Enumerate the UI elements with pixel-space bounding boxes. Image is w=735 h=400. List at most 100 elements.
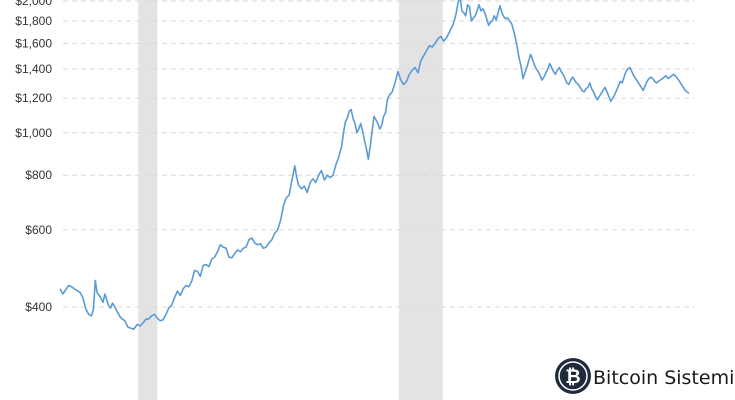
- data-point: [457, 2, 458, 3]
- data-point: [585, 88, 586, 89]
- data-point: [652, 78, 653, 79]
- data-point: [257, 244, 258, 245]
- data-point: [106, 299, 107, 300]
- data-point: [543, 77, 544, 78]
- data-point: [501, 12, 502, 13]
- data-point: [669, 77, 670, 78]
- data-point: [496, 19, 497, 20]
- data-point: [110, 307, 111, 308]
- data-point: [406, 81, 407, 82]
- data-point: [304, 186, 305, 187]
- data-point: [658, 81, 659, 82]
- data-point: [88, 314, 89, 315]
- data-point: [547, 68, 548, 69]
- data-point: [283, 206, 284, 207]
- data-point: [437, 38, 438, 39]
- grid-lines: [63, 0, 695, 308]
- y-axis-ticks: $400 $600 $800 $1,000 $1,200 $1,400 $1,600 $1,8…: [15, 0, 52, 314]
- data-point: [74, 288, 75, 289]
- data-point: [648, 78, 649, 79]
- data-point: [392, 91, 393, 92]
- data-point: [341, 146, 342, 147]
- data-point: [315, 182, 316, 183]
- data-point: [77, 290, 78, 291]
- watermark: ₿ Bitcoin Sistemi: [555, 358, 734, 394]
- data-point: [614, 94, 615, 95]
- data-point: [673, 74, 674, 75]
- data-point: [403, 84, 404, 85]
- data-point: [349, 111, 350, 112]
- data-point: [515, 37, 516, 38]
- data-point: [601, 93, 602, 94]
- data-point: [685, 90, 686, 91]
- data-point: [280, 220, 281, 221]
- data-point: [566, 82, 567, 83]
- data-point: [606, 91, 607, 92]
- data-point: [397, 71, 398, 72]
- bitcoin-symbol-glyph: ₿: [565, 366, 580, 388]
- data-point: [171, 305, 172, 306]
- data-point: [465, 15, 466, 16]
- data-point: [290, 184, 291, 185]
- data-point: [381, 125, 382, 126]
- data-point: [254, 242, 255, 243]
- data-point: [409, 74, 410, 75]
- data-point: [93, 309, 94, 310]
- data-point: [330, 177, 331, 178]
- data-point: [440, 36, 441, 37]
- data-point: [426, 50, 427, 51]
- data-point: [551, 67, 552, 68]
- data-point: [214, 257, 215, 258]
- y-tick-label: $2,000: [15, 0, 52, 8]
- data-point: [394, 82, 395, 83]
- data-point: [117, 311, 118, 312]
- data-point: [228, 257, 229, 258]
- data-point: [454, 20, 455, 21]
- data-point: [452, 26, 453, 27]
- data-point: [505, 18, 506, 19]
- data-point: [572, 77, 573, 78]
- data-point: [266, 247, 267, 248]
- data-point: [168, 307, 169, 308]
- y-tick-label: $1,600: [15, 36, 52, 50]
- data-point: [220, 244, 221, 245]
- data-point: [412, 70, 413, 71]
- data-point: [589, 82, 590, 83]
- data-point: [461, 10, 462, 11]
- y-tick-label: $400: [25, 300, 52, 314]
- data-point: [482, 8, 483, 9]
- data-point: [263, 248, 264, 249]
- data-point: [492, 20, 493, 21]
- data-point: [373, 116, 374, 117]
- data-point: [124, 320, 125, 321]
- data-point: [277, 229, 278, 230]
- data-point: [271, 239, 272, 240]
- y-tick-label: $800: [25, 168, 52, 182]
- data-point: [180, 295, 181, 296]
- data-point: [177, 291, 178, 292]
- data-point: [578, 84, 579, 85]
- data-point: [517, 46, 518, 47]
- data-point: [312, 178, 313, 179]
- data-point: [59, 288, 60, 289]
- data-point: [435, 43, 436, 44]
- data-point: [343, 132, 344, 133]
- data-point: [91, 315, 92, 316]
- data-point: [79, 292, 80, 293]
- data-point: [203, 265, 204, 266]
- data-point: [400, 79, 401, 80]
- data-point: [205, 264, 206, 265]
- data-point: [351, 109, 352, 110]
- data-point: [456, 13, 457, 14]
- data-point: [509, 20, 510, 21]
- data-point: [364, 140, 365, 141]
- data-point: [82, 297, 83, 298]
- data-point: [593, 91, 594, 92]
- data-point: [555, 74, 556, 75]
- data-point: [475, 15, 476, 16]
- data-point: [574, 79, 575, 80]
- data-point: [208, 266, 209, 267]
- data-point: [519, 58, 520, 59]
- data-point: [234, 253, 235, 254]
- data-point: [188, 286, 189, 287]
